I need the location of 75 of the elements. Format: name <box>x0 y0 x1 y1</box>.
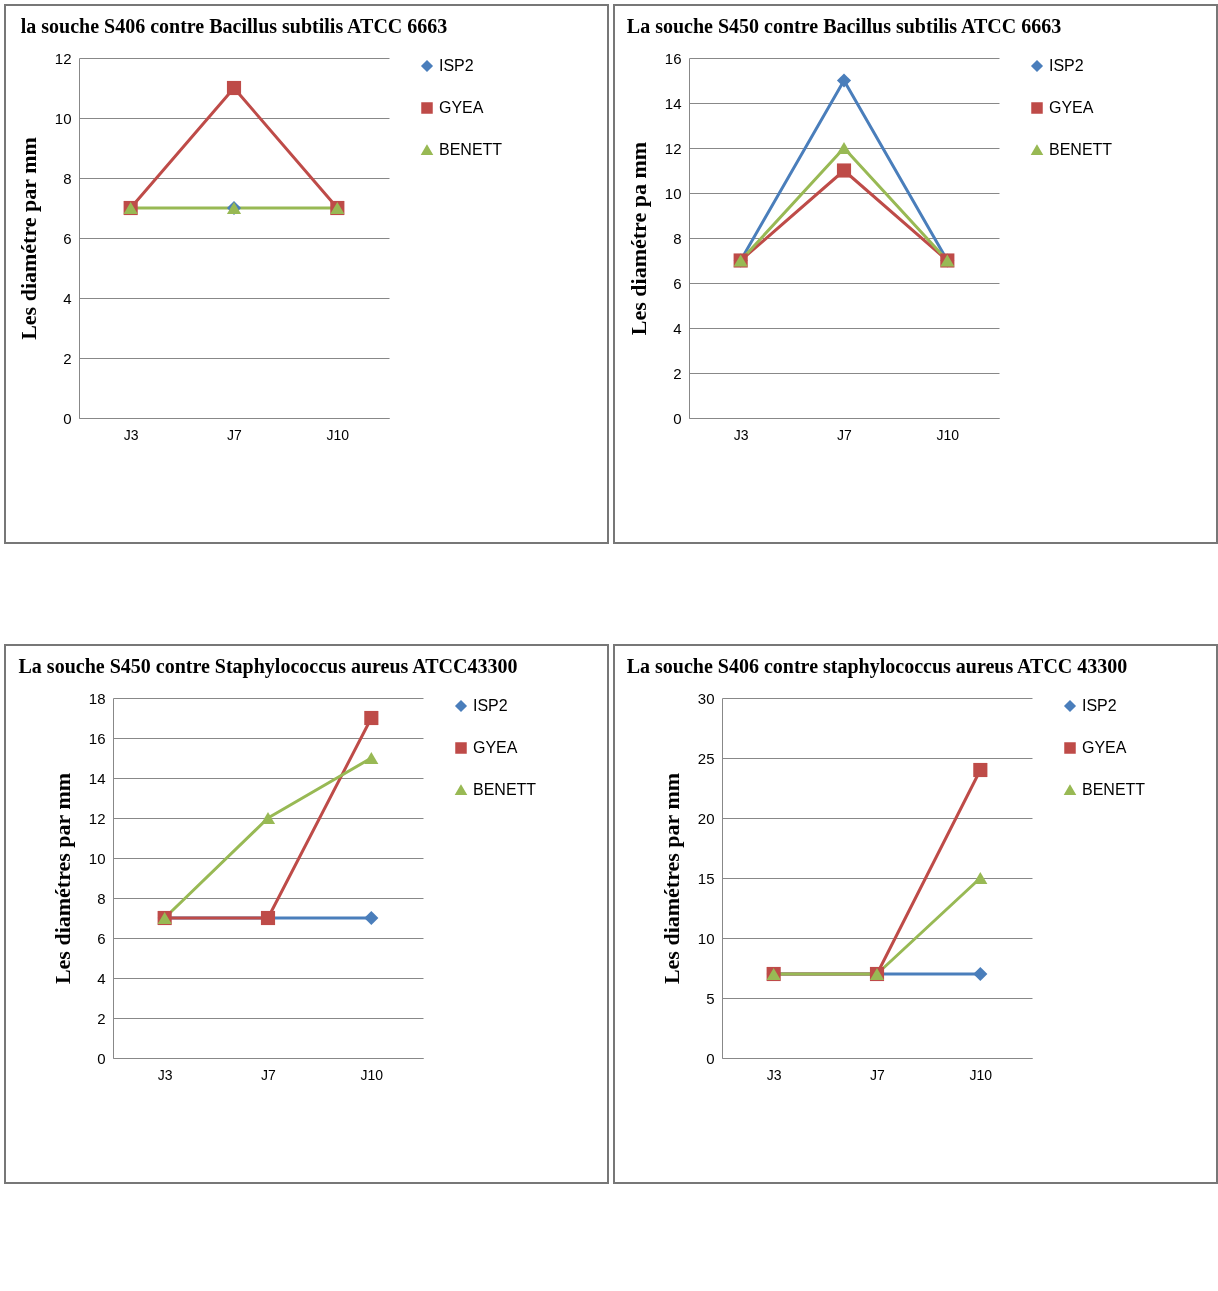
y-tick-label: 4 <box>97 969 106 987</box>
y-axis-title: Les diamétres par mm <box>49 772 75 985</box>
x-tick-label: J3 <box>123 426 139 443</box>
y-tick-label: 4 <box>63 289 72 307</box>
x-tick-label: J10 <box>969 1066 993 1083</box>
y-axis-title: Les diamétre par mm <box>15 137 41 340</box>
y-tick-label: 6 <box>97 929 106 947</box>
y-tick-label: 5 <box>706 989 715 1007</box>
y-tick-label: 2 <box>97 1009 106 1027</box>
legend-label: BENETT <box>1049 141 1113 158</box>
legend-label: ISP2 <box>439 57 474 74</box>
point <box>836 73 852 88</box>
y-tick-label: 6 <box>63 229 72 247</box>
y-tick-label: 10 <box>88 849 106 867</box>
y-tick-label: 15 <box>697 869 715 887</box>
legend-label: ISP2 <box>473 697 508 714</box>
y-tick-label: 10 <box>54 109 72 127</box>
chart-title: La souche S450 contre Bacillus subtilis ATCC 6663 <box>626 15 1062 37</box>
x-tick-label: J10 <box>360 1066 384 1083</box>
legend-label: BENETT <box>473 781 537 798</box>
legend-label: GYEA <box>1049 99 1094 116</box>
chart-title: La souche S406 contre staphylococcus aureus ATCC 43300 <box>626 655 1128 678</box>
y-tick-label: 0 <box>673 409 682 427</box>
y-tick-label: 12 <box>54 49 72 67</box>
y-tick-label: 0 <box>97 1049 106 1067</box>
y-tick-label: 30 <box>697 689 715 707</box>
y-tick-label: 8 <box>673 229 682 247</box>
x-tick-label: J3 <box>157 1066 173 1083</box>
point <box>364 910 379 926</box>
point <box>836 163 852 178</box>
y-tick-label: 10 <box>664 184 682 202</box>
y-tick-label: 2 <box>673 364 682 382</box>
legend-label: BENETT <box>1082 781 1146 798</box>
y-tick-label: 16 <box>664 49 682 67</box>
legend-label: ISP2 <box>1082 697 1117 714</box>
y-tick-label: 0 <box>63 409 72 427</box>
y-tick-label: 0 <box>706 1049 715 1067</box>
x-tick-label: J7 <box>870 1066 886 1083</box>
x-tick-label: J7 <box>837 426 853 443</box>
y-tick-label: 16 <box>88 729 106 747</box>
x-tick-label: J10 <box>936 426 960 443</box>
y-tick-label: 20 <box>697 809 715 827</box>
point <box>973 762 988 778</box>
chart-title: la souche S406 contre Bacillus subtilis ATCC 6663 <box>20 15 448 37</box>
legend-label: ISP2 <box>1049 57 1084 74</box>
y-tick-label: 12 <box>88 809 106 827</box>
y-tick-label: 10 <box>697 929 715 947</box>
point <box>973 966 988 982</box>
y-tick-label: 12 <box>664 139 682 157</box>
x-tick-label: J7 <box>227 426 243 443</box>
point <box>364 710 379 726</box>
legend-label: BENETT <box>439 141 503 158</box>
legend-label: GYEA <box>473 739 518 756</box>
legend-label: GYEA <box>439 99 484 116</box>
y-tick-label: 4 <box>673 319 682 337</box>
point <box>260 811 276 825</box>
y-tick-label: 6 <box>673 274 682 292</box>
y-tick-label: 8 <box>63 169 72 187</box>
y-tick-label: 14 <box>88 769 106 787</box>
y-tick-label: 18 <box>88 689 106 707</box>
y-tick-label: 8 <box>97 889 106 907</box>
y-tick-label: 25 <box>697 749 715 767</box>
y-tick-label: 2 <box>63 349 72 367</box>
x-tick-label: J3 <box>766 1066 782 1083</box>
y-axis-title: Les diamétre pa mm <box>625 141 651 336</box>
legend-label: GYEA <box>1082 739 1127 756</box>
point <box>836 141 852 155</box>
point <box>364 751 379 765</box>
x-tick-label: J10 <box>326 426 350 443</box>
point <box>973 871 988 885</box>
y-tick-label: 14 <box>664 94 682 112</box>
y-axis-title: Les diamétres par mm <box>658 772 684 985</box>
x-tick-label: J7 <box>261 1066 277 1083</box>
x-tick-label: J3 <box>733 426 749 443</box>
chart-title: La souche S450 contre Staphylococcus aureus ATCC43300 <box>18 655 518 678</box>
